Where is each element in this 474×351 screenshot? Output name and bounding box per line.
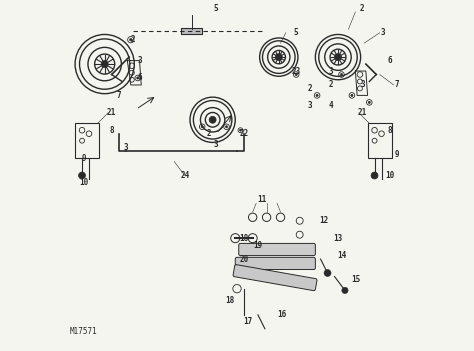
Text: 24: 24 [180,171,190,180]
Text: 7: 7 [116,91,121,100]
Text: 2: 2 [328,80,333,90]
Text: 9: 9 [395,150,400,159]
Circle shape [340,73,343,75]
FancyBboxPatch shape [239,243,315,256]
Text: 22: 22 [239,129,248,138]
Circle shape [137,77,139,79]
Text: 19: 19 [253,241,263,250]
Circle shape [129,39,132,41]
Text: 6: 6 [137,73,142,82]
Text: 3: 3 [381,28,385,37]
FancyBboxPatch shape [233,265,317,291]
Text: 2: 2 [207,129,211,138]
Text: 23: 23 [292,67,301,75]
Circle shape [201,126,203,128]
Text: 5: 5 [214,4,219,13]
Text: 8: 8 [388,126,392,135]
Text: 5: 5 [294,28,299,37]
Text: 15: 15 [351,276,360,284]
Text: 3: 3 [308,101,312,110]
Text: 10: 10 [79,178,89,187]
Text: 8: 8 [109,126,114,135]
Circle shape [324,270,331,277]
Text: 3: 3 [214,140,219,149]
Circle shape [79,172,85,179]
Text: 20: 20 [239,254,248,264]
Text: 9: 9 [82,154,86,163]
Circle shape [209,116,216,123]
Circle shape [239,129,241,131]
Circle shape [226,126,228,128]
Circle shape [368,101,371,104]
Text: 17: 17 [243,317,252,326]
FancyBboxPatch shape [235,257,315,270]
Bar [367,123,392,158]
Text: 18: 18 [239,234,248,243]
Text: 10: 10 [385,171,395,180]
Text: 21: 21 [358,108,367,117]
Circle shape [342,287,348,293]
Text: 14: 14 [337,251,346,260]
Circle shape [101,61,108,67]
Circle shape [275,54,283,61]
Text: 21: 21 [107,108,116,117]
Text: 18: 18 [226,296,235,305]
Text: 3: 3 [328,67,333,75]
Text: 2: 2 [308,84,312,93]
Circle shape [295,73,297,75]
Circle shape [351,94,353,97]
Text: M17571: M17571 [70,327,98,336]
Text: 7: 7 [395,80,400,90]
Text: 11: 11 [257,196,266,204]
Text: 13: 13 [333,234,343,243]
Circle shape [335,54,341,61]
Text: 3: 3 [123,143,128,152]
Text: 3: 3 [360,80,365,90]
Circle shape [316,94,318,97]
Bar [75,123,100,158]
Text: 6: 6 [388,56,392,65]
Text: 16: 16 [278,310,287,319]
Circle shape [371,172,378,179]
Text: 2: 2 [360,4,365,13]
Text: 12: 12 [319,216,328,225]
Text: 4: 4 [328,101,333,110]
Text: 2: 2 [130,35,135,44]
Text: 3: 3 [137,56,142,65]
Bar [181,28,202,34]
